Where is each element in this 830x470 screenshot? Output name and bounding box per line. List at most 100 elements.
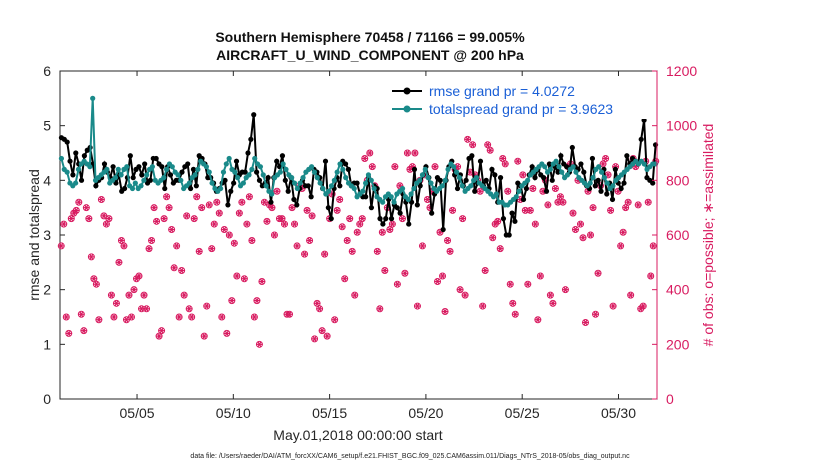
rmse-point: [440, 226, 446, 233]
obs-assimilated-point: [258, 278, 266, 285]
obs-assimilated-point: [351, 292, 358, 299]
obs-assimilated-point: [404, 149, 411, 157]
obs-assimilated-point: [394, 281, 401, 288]
obs-assimilated-point: [476, 188, 484, 195]
totalspread-point: [317, 180, 323, 186]
rmse-point: [231, 180, 237, 186]
obs-assimilated-point: [464, 136, 471, 143]
obs-assimilated-point: [344, 237, 351, 244]
totalspread-point: [257, 164, 264, 170]
x-tick-label: 05/15: [312, 405, 347, 421]
totalspread-point: [451, 164, 457, 170]
rmse-point: [368, 205, 375, 211]
totalspread-point: [422, 166, 428, 172]
obs-assimilated-point: [130, 286, 138, 293]
obs-assimilated-point: [587, 231, 594, 239]
obs-assimilated-point: [449, 207, 456, 214]
totalspread-point: [115, 166, 121, 172]
rmse-point: [101, 161, 108, 167]
obs-assimilated-point: [95, 316, 103, 323]
obs-assimilated-point: [288, 204, 296, 211]
obs-assimilated-point: [183, 212, 190, 219]
legend-rmse-label: rmse grand pr = 4.0272: [429, 83, 575, 99]
rmse-point: [595, 177, 601, 183]
obs-assimilated-point: [524, 281, 532, 288]
x-tick-label: 05/30: [601, 405, 636, 421]
totalspread-point: [249, 166, 255, 172]
obs-assimilated-point: [509, 300, 516, 307]
rmse-point: [187, 185, 194, 192]
obs-assimilated-point: [647, 272, 654, 280]
obs-assimilated-point: [170, 264, 178, 271]
rmse-point: [67, 158, 73, 164]
obs-assimilated-point: [514, 158, 521, 165]
obs-assimilated-point: [419, 242, 426, 250]
obs-assimilated-point: [73, 207, 80, 214]
obs-assimilated-point: [293, 242, 301, 250]
obs-assimilated-point: [261, 199, 268, 206]
totalspread-point: [442, 177, 448, 183]
rmse-point: [512, 218, 518, 224]
obs-assimilated-point: [361, 155, 368, 162]
obs-assimilated-point: [559, 199, 567, 206]
rmse-point: [592, 183, 598, 189]
obs-assimilated-point: [218, 313, 225, 321]
legend: rmse grand pr = 4.0272 totalspread grand…: [387, 79, 653, 119]
totalspread-point: [573, 169, 579, 175]
totalspread-point: [439, 183, 445, 189]
totalspread-point: [300, 175, 306, 181]
obs-assimilated-point: [333, 207, 341, 214]
obs-assimilated-point: [534, 316, 542, 323]
obs-assimilated-point: [291, 220, 298, 228]
totalspread-point: [75, 166, 82, 172]
rmse-point: [274, 158, 280, 164]
totalspread-point: [363, 180, 369, 186]
obs-assimilated-point: [251, 313, 258, 321]
obs-assimilated-point: [118, 237, 125, 244]
totalspread-point: [186, 180, 192, 186]
totalspread-point: [340, 166, 346, 172]
x-tick-label: 05/25: [505, 405, 540, 421]
obs-assimilated-point: [592, 311, 599, 318]
obs-assimilated-point: [175, 313, 183, 321]
x-tick-label: 05/05: [120, 405, 155, 421]
totalspread-point: [232, 169, 238, 175]
right-y-axis-label: # of obs: o=possible; ∗=assimilated: [700, 124, 716, 347]
rmse-point: [604, 191, 610, 197]
obs-assimilated-point: [479, 302, 486, 310]
totalspread-point: [641, 161, 647, 167]
rmse-point: [70, 172, 76, 178]
obs-assimilated-point: [135, 272, 143, 280]
obs-assimilated-point: [640, 302, 647, 310]
rmse-point: [394, 205, 400, 211]
totalspread-point: [226, 155, 232, 162]
rmse-point: [500, 216, 507, 222]
obs-assimilated-point: [607, 207, 614, 214]
totalspread-point: [195, 166, 201, 172]
totalspread-point: [601, 175, 608, 181]
totalspread-point: [149, 164, 155, 170]
obs-assimilated-point: [323, 333, 331, 340]
obs-assimilated-point: [98, 196, 105, 203]
obs-assimilated-point: [68, 215, 75, 222]
rmse-point: [506, 232, 512, 238]
obs-assimilated-point: [226, 231, 233, 239]
totalspread-point: [87, 164, 93, 170]
totalspread-point: [73, 180, 79, 186]
obs-assimilated-point: [193, 193, 200, 200]
rmse-point: [190, 166, 197, 172]
obs-assimilated-point: [168, 226, 175, 233]
obs-assimilated-point: [58, 242, 65, 250]
totalspread-point: [328, 183, 335, 189]
totalspread-point: [277, 169, 283, 175]
obs-assimilated-point: [349, 248, 356, 255]
obs-assimilated-point: [338, 223, 346, 230]
obs-assimilated-point: [650, 242, 657, 250]
obs-assimilated-point: [321, 251, 328, 258]
obs-assimilated-point: [243, 220, 251, 228]
rmse-point: [563, 164, 570, 170]
totalspread-point: [365, 172, 372, 178]
totalspread-point: [218, 185, 224, 192]
obs-assimilated-point: [316, 305, 323, 312]
